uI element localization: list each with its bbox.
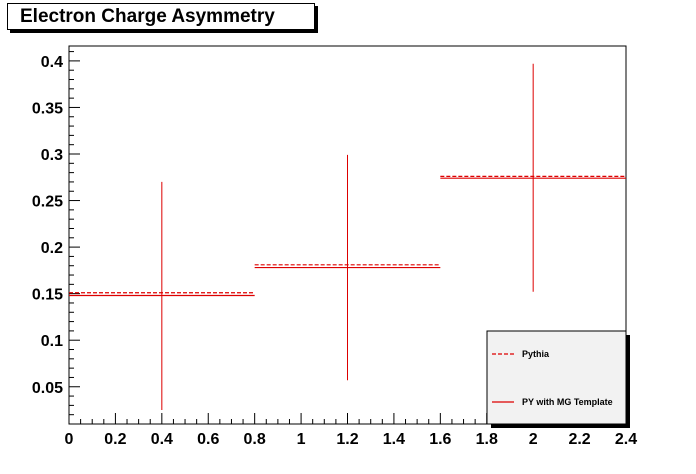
y-tick-label: 0.3 [41,147,63,164]
x-tick-label: 2.2 [568,431,590,448]
y-tick-label: 0.25 [32,194,63,211]
x-tick-label: 1.4 [383,431,405,448]
legend-label: PY with MG Template [522,397,613,407]
y-tick-label: 0.4 [41,54,63,71]
chart-title: Electron Charge Asymmetry [20,6,275,27]
x-tick-label: 0.2 [104,431,126,448]
x-tick-label: 2.4 [615,431,637,448]
x-tick-label: 0.8 [244,431,266,448]
y-tick-label: 0.35 [32,100,63,117]
x-tick-label: 1.2 [336,431,358,448]
axis-layer: 0 0.2 0.4 0.6 0.8 1 1.2 1.4 1.6 1.8 2 2.2 2.4 0.05 0.1… [32,51,637,448]
x-tick-label: 1 [297,431,306,448]
y-tick-label: 0.15 [32,287,63,304]
x-tick-label: 2 [529,431,538,448]
y-tick-label: 0.05 [32,380,63,397]
x-tick-label: 1.6 [429,431,451,448]
x-tick-label: 1.8 [476,431,498,448]
x-tick-label: 0 [65,431,74,448]
y-tick-label: 0.2 [41,240,63,257]
x-tick-label: 0.6 [197,431,219,448]
data-layer [69,63,626,411]
legend-box [486,330,627,425]
legend-layer: Pythia PY with MG Template [486,330,630,428]
x-tick-label: 0.4 [151,431,173,448]
y-tick-label: 0.1 [41,333,63,350]
chart-title-box: Electron Charge Asymmetry [7,3,315,30]
legend-label: Pythia [522,349,550,359]
